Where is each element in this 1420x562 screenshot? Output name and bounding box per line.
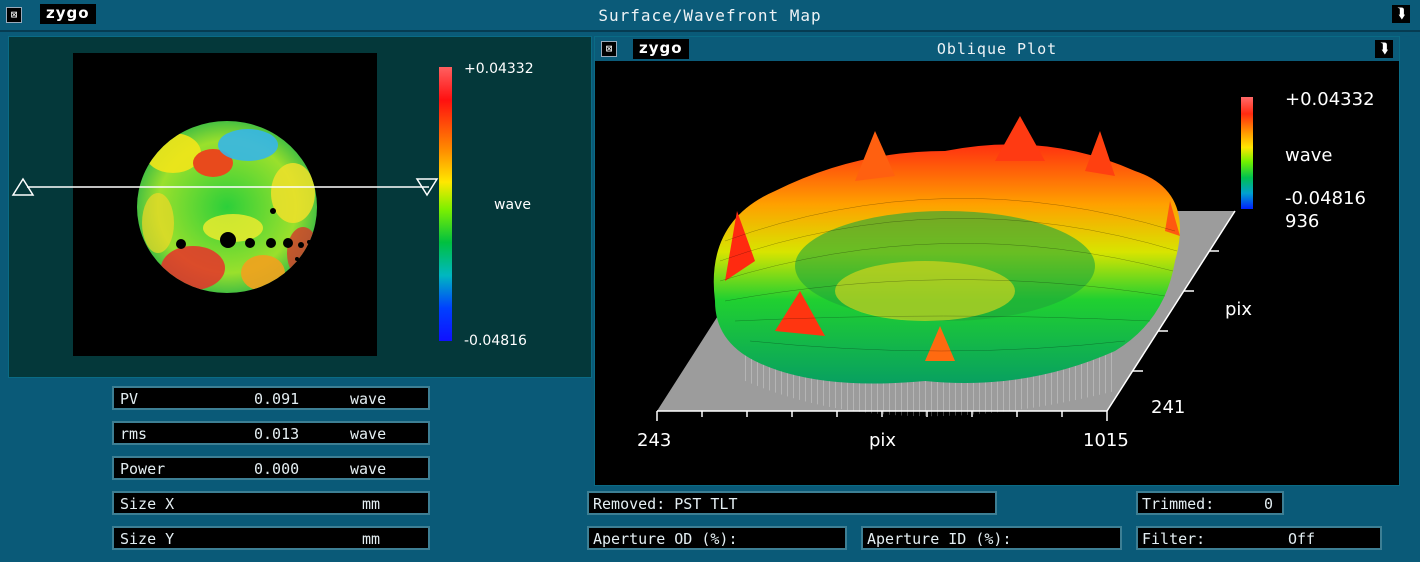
oblique-pin-icon[interactable]: ⮯ [1375,40,1393,58]
window-title: Surface/Wavefront Map [598,6,822,25]
stat-pv: PV 0.091 wave [112,386,430,410]
stat-value: 0.013 [254,425,300,443]
aperture-od-label: Aperture OD (%): [593,530,738,548]
oblique-3d-plot: 243 pix 1015 241 pix [637,116,1252,451]
y-axis-max: 241 [1151,397,1185,418]
profile-line[interactable] [9,173,449,203]
oblique-scale-max: +0.04332 [1285,89,1375,110]
close-box-icon[interactable]: ⊠ [6,7,22,23]
surface-map-image [137,121,319,293]
oblique-titlebar: ⊠ zygo Oblique Plot ⮯ [595,37,1399,61]
aperture-od-box: Aperture OD (%): [587,526,847,550]
trimmed-label: Trimmed: [1142,495,1215,513]
stat-label: Size X [120,495,175,513]
oblique-scale-min-extra: 936 [1285,211,1320,232]
oblique-zygo-logo: zygo [633,39,689,59]
color-scale-unit: wave [494,197,531,213]
trimmed-box: Trimmed: 0 [1136,491,1284,515]
main-titlebar: ⊠ zygo Surface/Wavefront Map ⮯ [0,0,1420,32]
filter-value: Off [1288,530,1316,548]
zygo-logo: zygo [40,4,96,24]
stat-label: Power [120,460,166,478]
stat-label: PV [120,390,139,408]
stat-unit: wave [350,460,387,478]
color-scale-min: -0.04816 [464,333,527,349]
profile-start-handle-icon [11,177,35,196]
x-axis-min: 243 [637,430,671,451]
filter-box: Filter: Off [1136,526,1382,550]
oblique-scale-min: -0.04816 [1285,188,1366,209]
stat-label: Size Y [120,530,175,548]
oblique-scale-unit: wave [1285,145,1333,166]
stat-unit: wave [350,425,387,443]
removed-text: Removed: PST TLT [593,495,738,513]
stat-unit: wave [350,390,387,408]
filter-label: Filter: [1142,530,1206,548]
stat-power: Power 0.000 wave [112,456,430,480]
pin-icon[interactable]: ⮯ [1392,5,1410,23]
stat-rms: rms 0.013 wave [112,421,430,445]
x-axis-max: 1015 [1083,430,1129,451]
profile-end-handle-icon [415,178,439,197]
removed-box: Removed: PST TLT [587,491,997,515]
stat-label: rms [120,425,148,443]
oblique-close-box-icon[interactable]: ⊠ [601,41,617,57]
surface-map-canvas [73,53,377,356]
stat-unit: mm [362,495,381,513]
color-scale-bar [439,67,452,341]
stat-value: 0.091 [254,390,300,408]
color-scale-max: +0.04332 [464,61,534,77]
x-axis-label: pix [869,430,896,451]
y-axis-label: pix [1225,299,1252,320]
trimmed-value: 0 [1264,495,1274,513]
oblique-plot-window: ⊠ zygo Oblique Plot ⮯ [594,36,1400,486]
stat-value: 0.000 [254,460,300,478]
y-axis [1106,210,1236,412]
stat-unit: mm [362,530,381,548]
surface-map-panel: +0.04332 wave -0.04816 [8,36,592,378]
stat-size-x: Size X mm [112,491,430,515]
surface-skirt [745,351,1115,417]
stat-size-y: Size Y mm [112,526,430,550]
oblique-title: Oblique Plot [936,40,1058,58]
aperture-id-label: Aperture ID (%): [867,530,1012,548]
x-axis [656,410,1108,421]
oblique-color-scale-bar [1241,97,1253,209]
aperture-id-box: Aperture ID (%): [861,526,1122,550]
